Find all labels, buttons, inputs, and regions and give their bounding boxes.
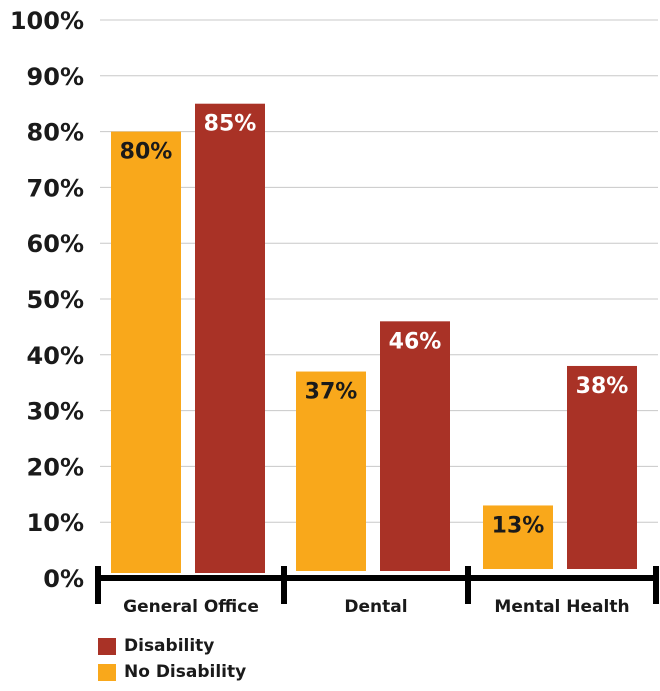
legend: Disability No Disability <box>98 634 246 686</box>
y-tick-label-20: 20% <box>27 453 84 481</box>
x-tick-label-mental-health: Mental Health <box>494 597 629 617</box>
bar-dental-no-disability <box>296 371 366 571</box>
legend-item-no-disability: No Disability <box>98 660 246 684</box>
legend-item-disability: Disability <box>98 634 246 658</box>
y-tick-label-100: 100% <box>10 7 84 35</box>
y-tick-label-10: 10% <box>27 509 84 537</box>
y-tick-label-70: 70% <box>27 174 84 202</box>
y-tick-label-30: 30% <box>27 398 84 426</box>
y-tick-label-40: 40% <box>27 342 84 370</box>
bar-chart: 0% 10% 20% 30% 40% 50% 60% 70% 80% 90% 100% 80% 85% 3… <box>10 7 659 617</box>
bar-mental-health-no-disability <box>483 505 553 569</box>
data-label-dental-disability: 46% <box>389 329 442 354</box>
bar-dental-disability <box>380 321 450 571</box>
data-label-general-office-no-disability: 80% <box>120 140 173 165</box>
legend-swatch-disability <box>98 637 116 655</box>
legend-swatch-no-disability <box>98 663 116 681</box>
data-label-mental-health-disability: 38% <box>576 374 629 399</box>
y-tick-label-0: 0% <box>43 565 84 593</box>
legend-label-no-disability: No Disability <box>124 662 247 682</box>
y-tick-label-90: 90% <box>27 63 84 91</box>
y-tick-label-80: 80% <box>27 119 84 147</box>
bar-mental-health-disability <box>567 365 637 569</box>
bar-general-office-no-disability <box>111 131 181 573</box>
y-tick-label-60: 60% <box>27 230 84 258</box>
legend-label-disability: Disability <box>124 636 215 656</box>
data-label-general-office-disability: 85% <box>204 112 257 137</box>
data-label-dental-no-disability: 37% <box>305 380 358 405</box>
bar-general-office-disability <box>195 103 265 573</box>
x-tick-label-dental: Dental <box>344 597 407 617</box>
x-tick-label-general-office: General Office <box>123 597 259 617</box>
y-tick-label-50: 50% <box>27 286 84 314</box>
data-label-mental-health-no-disability: 13% <box>492 513 545 538</box>
